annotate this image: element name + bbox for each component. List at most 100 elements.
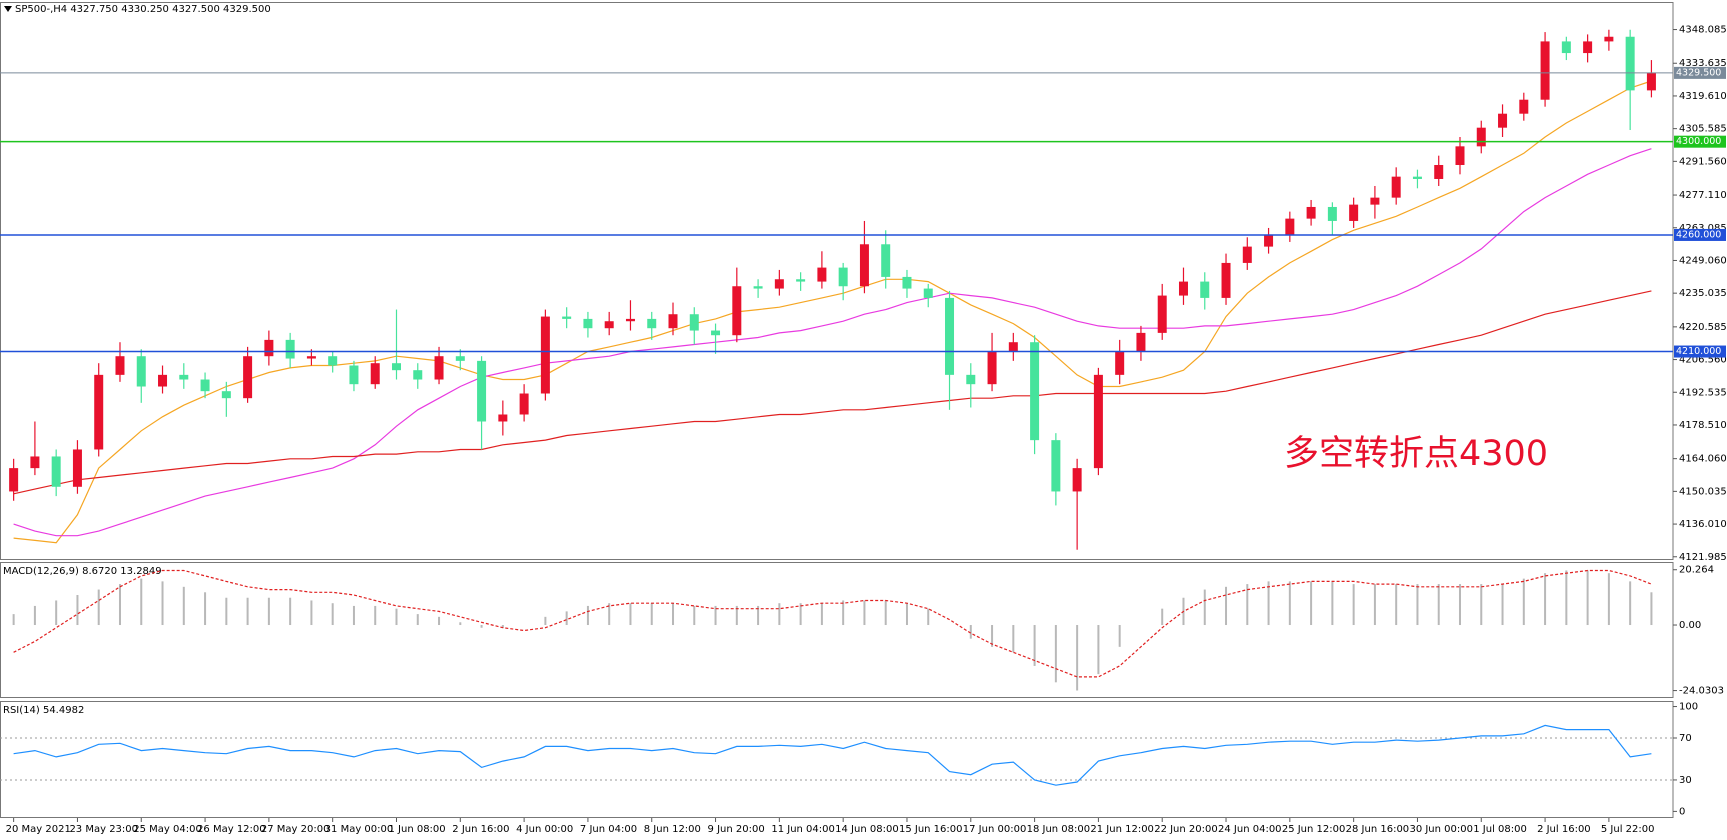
level-label: 4300.000 [1676,136,1721,147]
macd-histogram [544,616,547,626]
x-tick-label: 9 Jun 20:00 [708,824,765,835]
candle-body [753,286,763,289]
candle-body [902,276,912,289]
candle-body [1540,41,1550,100]
candle-body [349,365,359,385]
macd-histogram [246,597,249,626]
macd-histogram [1458,584,1461,626]
candle-body [94,374,104,450]
y-tick-label: 4319.610 [1679,91,1727,102]
macd-histogram [416,614,419,626]
macd-histogram [1118,625,1121,647]
candle-body [1242,246,1252,263]
x-tick-label: 15 Jun 16:00 [899,824,963,835]
x-tick-label: 1 Jun 08:00 [388,824,445,835]
macd-histogram [310,600,313,626]
x-tick-label: 26 May 12:00 [197,824,266,835]
panel-frame [0,562,1674,698]
x-tick-label: 17 Jun 00:00 [963,824,1027,835]
x-tick-label: 24 Jun 04:00 [1218,824,1282,835]
candle-body [625,318,635,322]
macd-histogram [1565,570,1568,626]
y-tick-label: 100 [1679,702,1698,713]
macd-histogram [863,600,866,626]
x-tick-label: 14 Jun 08:00 [835,824,899,835]
candle-body [1646,72,1656,91]
macd-histogram [1331,581,1334,626]
y-tick-label: 4333.635 [1679,58,1727,69]
macd-histogram [374,605,377,626]
candle-body [200,379,210,392]
candle-body [72,449,82,487]
candle-body [136,356,146,387]
candle-body [498,414,508,422]
x-tick-label: 27 May 20:00 [261,824,330,835]
x-tick-label: 20 May 2021 [6,824,71,835]
y-tick-label: 4136.010 [1679,519,1727,530]
candle-body [30,456,40,469]
macd-histogram [1288,581,1291,626]
chart-title: SP500-,H4 4327.750 4330.250 4327.500 432… [15,4,271,15]
candle-body [158,374,168,387]
candle-body [668,314,678,329]
macd-histogram [1395,584,1398,626]
macd-histogram [629,603,632,626]
level-label-box [1674,135,1726,148]
macd-histogram [672,603,675,626]
macd-histogram [1352,584,1355,626]
macd-histogram [693,605,696,626]
y-tick-label: 4348.085 [1679,25,1727,36]
x-tick-label: 21 Jun 12:00 [1090,824,1154,835]
macd-histogram [118,584,121,626]
panel-frame [0,2,1674,560]
macd-histogram [1629,581,1632,626]
candle-body [1561,41,1571,54]
y-tick-label: 4277.110 [1679,190,1727,201]
macd-histogram [884,600,887,626]
macd-histogram [714,605,717,626]
y-tick-label: 0.00 [1679,620,1701,631]
x-tick-label: 2 Jul 16:00 [1537,824,1591,835]
candle-body [115,356,125,375]
moving-average [13,290,1652,495]
candle-body [1051,440,1061,492]
macd-histogram [459,622,462,626]
macd-histogram [842,600,845,626]
candle-body [370,363,380,385]
macd-histogram [905,603,908,626]
x-tick-label: 8 Jun 12:00 [644,824,701,835]
candle-body [1200,281,1210,298]
candle-body [1306,206,1316,219]
candle-body [1136,332,1146,352]
candle-body [732,286,742,336]
candle-body [1625,36,1635,91]
macd-histogram [1586,570,1589,626]
y-tick-label: -24.0303 [1679,686,1724,697]
y-tick-label: 4263.085 [1679,223,1727,234]
candle-body [1157,295,1167,333]
y-tick-label: 4164.060 [1679,454,1727,465]
candle-body [306,356,316,359]
candle-body [1115,351,1125,375]
x-tick-label: 30 Jun 00:00 [1409,824,1473,835]
macd-histogram [1012,625,1015,653]
candle-body [817,267,827,282]
candle-body [264,339,274,357]
candle-body [711,330,721,336]
candle-body [391,363,401,371]
candle-body [1221,262,1231,298]
candle-body [477,360,487,422]
candle-body [1498,113,1508,128]
candle-body [1412,176,1422,179]
y-tick-label: 4206.560 [1679,355,1727,366]
macd-histogram [480,625,483,628]
candle-body [9,468,19,492]
macd-histogram [289,597,292,626]
y-tick-label: 70 [1679,733,1692,744]
moving-average [13,148,1652,537]
level-label-box [1674,66,1726,79]
y-tick-label: 0 [1679,806,1685,817]
candle-body [881,244,891,277]
candle-body [1476,127,1486,147]
